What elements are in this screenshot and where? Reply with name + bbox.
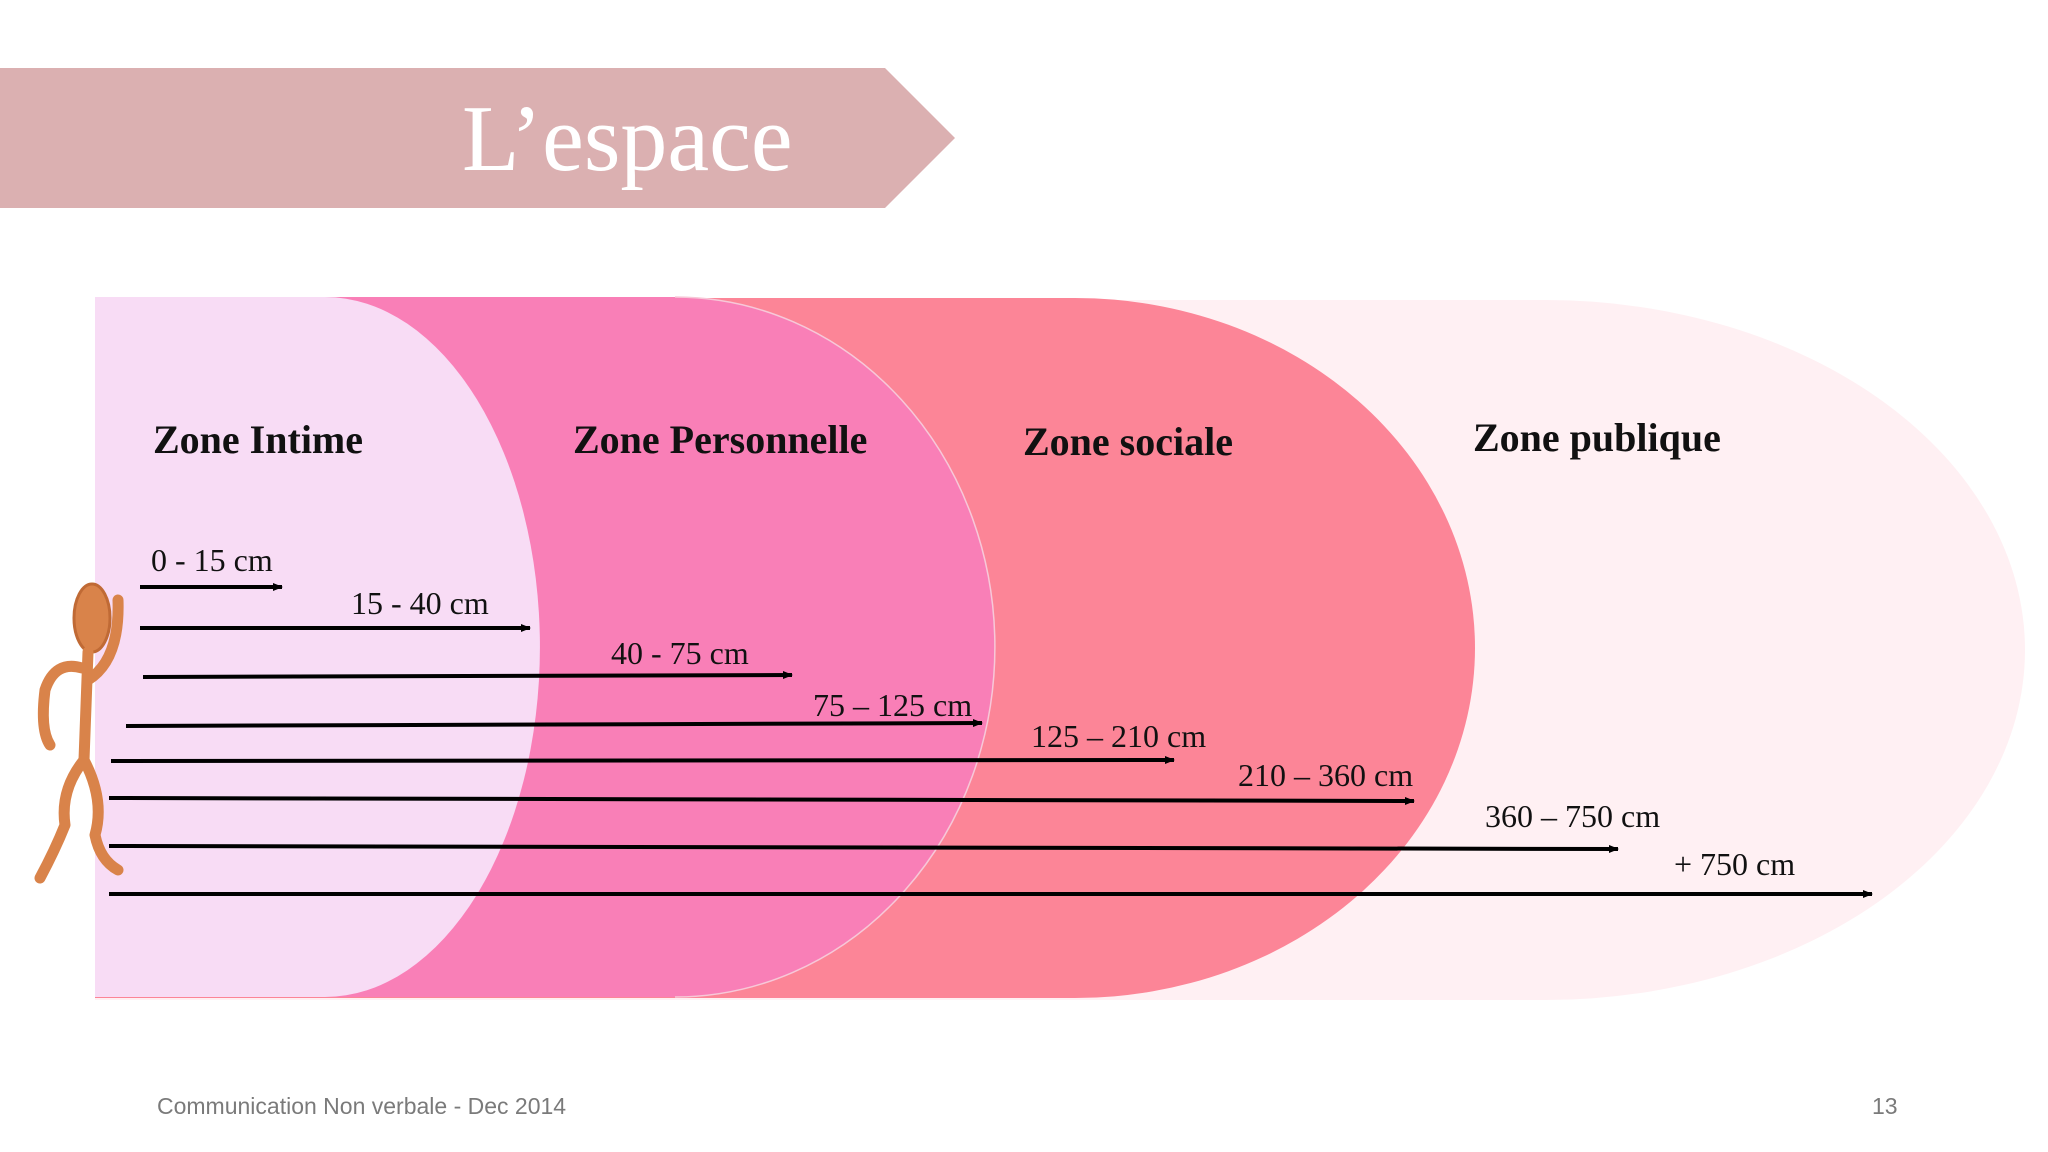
footer-text: Communication Non verbale - Dec 2014 [157, 1093, 567, 1119]
zone-intime-label: Zone Intime [153, 417, 363, 462]
distance-label: + 750 cm [1674, 846, 1796, 882]
distance-arrow [108, 796, 1415, 805]
zone-personnelle-edge [674, 296, 996, 998]
zone-publique-label: Zone publique [1473, 415, 1721, 460]
distance-label: 360 – 750 cm [1485, 798, 1661, 834]
distance-arrow [110, 756, 1175, 765]
distance-arrow [108, 844, 1619, 853]
zone-intime-shape [95, 297, 540, 997]
distance-arrows [108, 583, 1873, 898]
zone-sociale-label: Zone sociale [1023, 419, 1233, 464]
distance-label: 210 – 360 cm [1238, 757, 1414, 793]
distance-label: 40 - 75 cm [611, 635, 749, 671]
banner-arrow-shape [0, 68, 955, 208]
figure-icon [34, 582, 124, 884]
zone-personnelle-label: Zone Personnelle [573, 417, 868, 462]
slide-title: L’espace [462, 87, 793, 191]
title-banner [0, 68, 955, 208]
distance-label: 0 - 15 cm [151, 542, 273, 578]
distance-label: 15 - 40 cm [351, 585, 489, 621]
distance-arrow [125, 719, 983, 728]
distance-label: 75 – 125 cm [813, 687, 973, 723]
distance-label: 125 – 210 cm [1031, 718, 1207, 754]
distance-arrow [142, 671, 793, 680]
slide-number: 13 [1872, 1093, 1898, 1119]
